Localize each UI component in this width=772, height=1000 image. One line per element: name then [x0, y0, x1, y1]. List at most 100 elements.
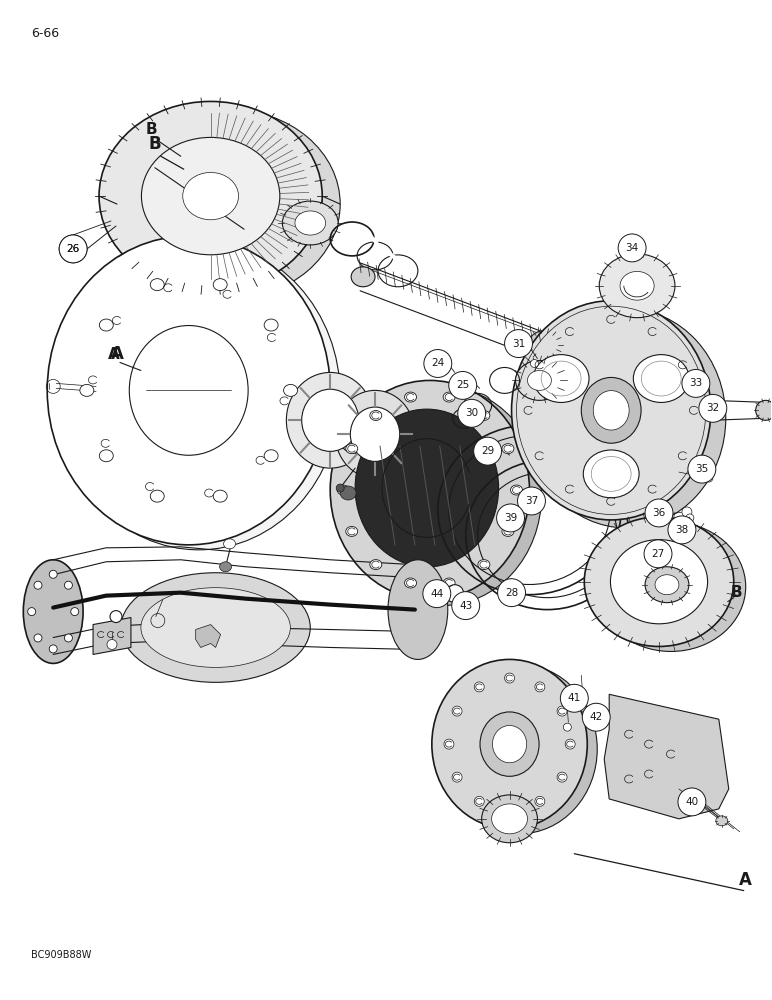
Ellipse shape — [527, 309, 726, 528]
Ellipse shape — [620, 271, 654, 300]
Ellipse shape — [336, 484, 344, 492]
Circle shape — [445, 585, 464, 603]
Ellipse shape — [443, 392, 455, 402]
Ellipse shape — [283, 384, 297, 396]
Text: 37: 37 — [525, 496, 538, 506]
Circle shape — [107, 639, 117, 649]
Ellipse shape — [219, 562, 232, 572]
Circle shape — [557, 706, 567, 716]
Ellipse shape — [493, 725, 527, 763]
Text: 28: 28 — [505, 588, 518, 598]
Text: 35: 35 — [696, 464, 709, 474]
Text: 39: 39 — [504, 513, 517, 523]
Ellipse shape — [599, 254, 675, 318]
Ellipse shape — [337, 485, 349, 495]
Ellipse shape — [502, 526, 514, 536]
Circle shape — [645, 499, 673, 527]
Ellipse shape — [581, 377, 641, 443]
Circle shape — [505, 330, 533, 358]
Text: 26: 26 — [66, 244, 80, 254]
Text: 36: 36 — [652, 508, 665, 518]
Polygon shape — [195, 625, 221, 647]
Circle shape — [444, 739, 454, 749]
Ellipse shape — [584, 517, 733, 646]
Circle shape — [557, 772, 567, 782]
Text: 6-66: 6-66 — [32, 27, 59, 40]
Circle shape — [452, 592, 479, 620]
Ellipse shape — [330, 380, 530, 600]
Circle shape — [649, 512, 659, 522]
Ellipse shape — [480, 712, 539, 776]
Text: A: A — [111, 345, 124, 363]
Ellipse shape — [213, 279, 227, 291]
Ellipse shape — [633, 355, 689, 402]
Text: 42: 42 — [590, 712, 603, 722]
Ellipse shape — [516, 361, 564, 400]
Ellipse shape — [405, 578, 417, 588]
Text: A: A — [739, 871, 752, 889]
Ellipse shape — [47, 236, 330, 545]
Circle shape — [686, 514, 694, 522]
Ellipse shape — [141, 588, 290, 667]
Ellipse shape — [302, 389, 359, 451]
Text: B: B — [146, 122, 157, 137]
Ellipse shape — [335, 390, 415, 478]
Circle shape — [682, 369, 709, 397]
Text: 40: 40 — [686, 797, 699, 807]
Ellipse shape — [346, 526, 357, 536]
Ellipse shape — [57, 241, 340, 550]
Polygon shape — [604, 694, 729, 819]
Ellipse shape — [478, 560, 490, 570]
Ellipse shape — [611, 540, 708, 624]
Ellipse shape — [151, 279, 164, 291]
Text: 33: 33 — [689, 378, 703, 388]
Ellipse shape — [264, 319, 278, 331]
Circle shape — [535, 682, 545, 692]
Circle shape — [110, 611, 122, 623]
Text: 32: 32 — [706, 403, 720, 413]
Circle shape — [452, 706, 462, 716]
Ellipse shape — [756, 400, 772, 420]
Circle shape — [49, 570, 57, 578]
Ellipse shape — [492, 804, 527, 834]
Ellipse shape — [529, 331, 560, 359]
Text: B: B — [731, 585, 743, 600]
Ellipse shape — [355, 409, 499, 567]
Ellipse shape — [351, 267, 375, 287]
Circle shape — [682, 507, 692, 517]
Circle shape — [578, 703, 586, 711]
Ellipse shape — [510, 485, 523, 495]
Ellipse shape — [388, 560, 448, 659]
Ellipse shape — [370, 411, 382, 420]
Ellipse shape — [129, 326, 248, 455]
Ellipse shape — [442, 664, 598, 834]
Ellipse shape — [596, 522, 746, 651]
Text: 29: 29 — [481, 446, 494, 456]
Ellipse shape — [183, 172, 239, 220]
Text: 26: 26 — [66, 244, 80, 254]
Circle shape — [560, 684, 588, 712]
Circle shape — [668, 516, 696, 544]
Circle shape — [474, 437, 502, 465]
Ellipse shape — [432, 659, 587, 829]
Ellipse shape — [346, 444, 357, 454]
Text: 27: 27 — [652, 549, 665, 559]
Ellipse shape — [478, 411, 490, 420]
Circle shape — [474, 796, 484, 806]
Circle shape — [64, 634, 73, 642]
Circle shape — [59, 235, 87, 263]
Ellipse shape — [151, 490, 164, 502]
Circle shape — [505, 805, 514, 815]
Ellipse shape — [213, 490, 227, 502]
Ellipse shape — [141, 137, 279, 255]
Polygon shape — [93, 618, 131, 654]
Circle shape — [496, 504, 524, 532]
Ellipse shape — [295, 211, 326, 235]
Text: 31: 31 — [512, 339, 525, 349]
Ellipse shape — [716, 816, 728, 826]
Ellipse shape — [482, 795, 537, 843]
Text: 44: 44 — [430, 589, 443, 599]
Circle shape — [34, 581, 42, 589]
Text: A: A — [108, 347, 120, 362]
Ellipse shape — [224, 539, 235, 549]
